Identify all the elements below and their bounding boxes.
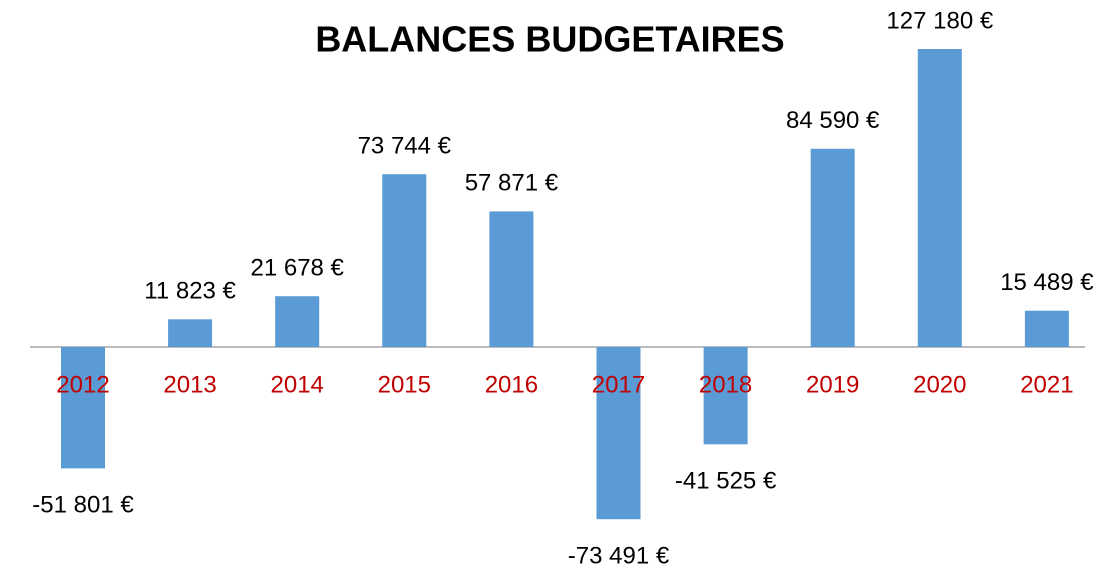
x-tick-label: 2020 (913, 371, 966, 398)
value-label: 57 871 € (465, 170, 559, 197)
x-tick-label: 2012 (56, 371, 109, 398)
value-label: 127 180 € (886, 7, 993, 34)
x-tick-label: 2016 (485, 371, 538, 398)
bar (275, 296, 320, 347)
x-tick-label: 2019 (806, 371, 859, 398)
x-tick-label: 2015 (378, 371, 431, 398)
bar (596, 347, 641, 520)
value-label: 21 678 € (250, 255, 344, 282)
value-label: -41 525 € (675, 468, 777, 495)
value-label: 11 823 € (144, 278, 236, 305)
x-tick-label: 2014 (271, 371, 324, 398)
value-label: 15 489 € (1000, 269, 1094, 296)
bar (917, 49, 962, 347)
value-label: 84 590 € (786, 107, 880, 134)
bar (810, 148, 855, 347)
bar (703, 347, 748, 445)
x-tick-label: 2017 (592, 371, 645, 398)
chart-title: BALANCES BUDGETAIRES (315, 19, 784, 60)
x-tick-label: 2018 (699, 371, 752, 398)
value-label: 73 744 € (358, 133, 452, 160)
bar (382, 174, 427, 347)
x-tick-label: 2013 (163, 371, 216, 398)
value-label: -73 491 € (568, 543, 670, 570)
x-tick-label: 2021 (1020, 371, 1073, 398)
value-label: -51 801 € (32, 492, 134, 519)
bar (61, 347, 105, 469)
bar (489, 211, 534, 347)
bar (1024, 310, 1069, 347)
bar (168, 319, 213, 347)
